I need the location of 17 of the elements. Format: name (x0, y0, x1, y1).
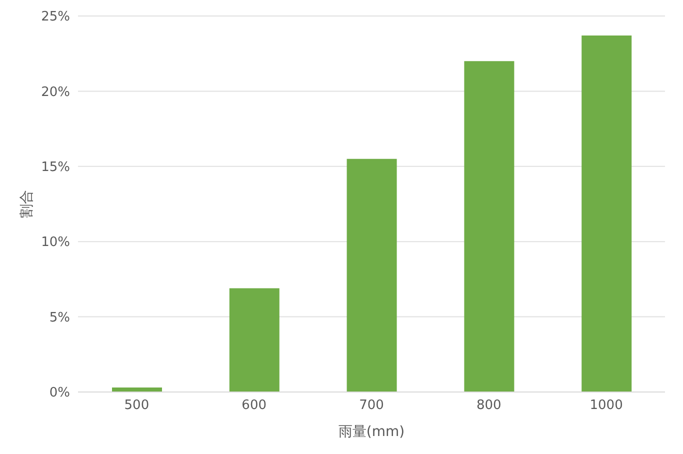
y-tick-label: 5% (49, 310, 70, 326)
bar (346, 158, 397, 392)
y-tick-label: 10% (41, 235, 70, 250)
x-axis-title: 雨量(mm) (338, 424, 405, 440)
x-tick-label: 500 (124, 398, 150, 414)
x-tick-label: 1000 (590, 398, 623, 414)
x-tick-label: 700 (359, 398, 384, 414)
x-tick-label: 800 (476, 398, 502, 414)
bar (582, 36, 632, 392)
bar (229, 288, 280, 392)
y-axis-title: 割合 (18, 190, 35, 218)
y-tick-label: 20% (41, 84, 70, 100)
bar (464, 61, 514, 392)
y-tick-label: 15% (41, 160, 70, 176)
x-tick-label: 600 (242, 398, 267, 414)
y-tick-label: 0% (49, 386, 70, 401)
y-tick-label: 25% (41, 10, 70, 25)
